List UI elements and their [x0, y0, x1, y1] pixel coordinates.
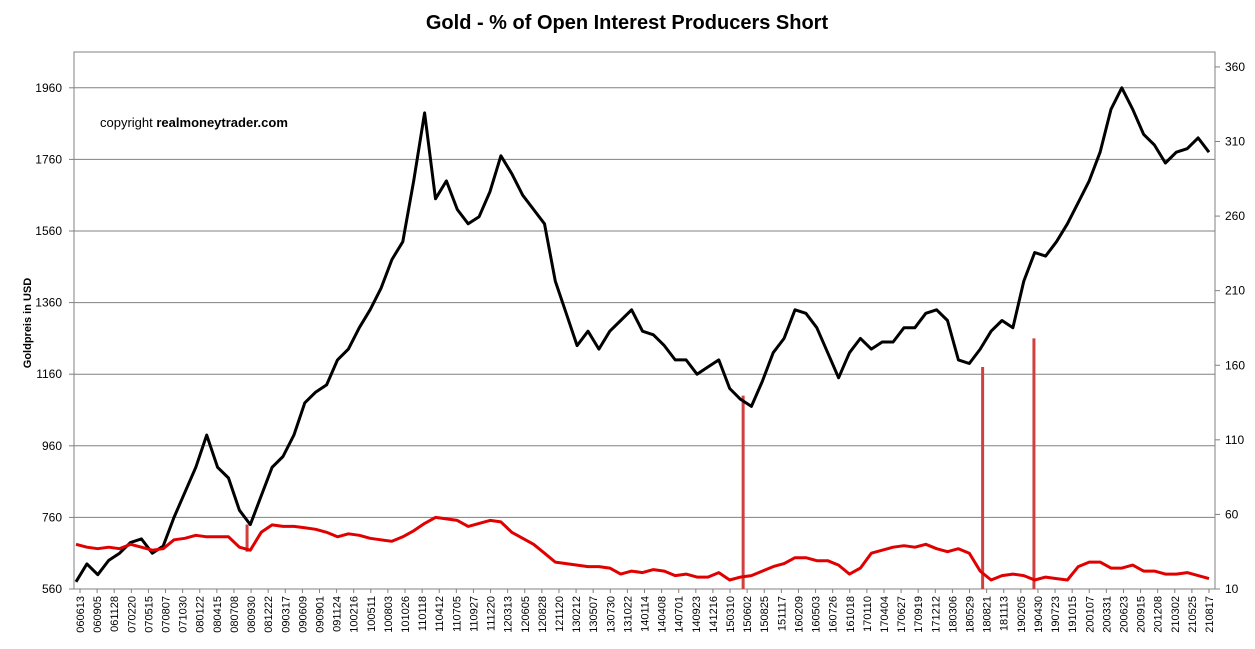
x-tick-label: 140408 — [657, 596, 669, 633]
x-tick-label: 091124 — [332, 596, 344, 632]
x-tick-label: 110927 — [468, 596, 480, 632]
x-tick-label: 151117 — [776, 596, 788, 631]
x-tick-label: 070220 — [126, 596, 138, 633]
x-tick-label: 110118 — [417, 596, 429, 631]
x-tick-label: 100511 — [366, 596, 378, 632]
x-tick-label: 140701 — [674, 596, 686, 633]
x-tick-label: 210525 — [1187, 596, 1199, 633]
x-tick-label: 210817 — [1204, 596, 1216, 633]
x-tick-label: 111220 — [486, 596, 498, 631]
y-left-tick-label: 1160 — [36, 367, 62, 381]
x-tick-label: 090609 — [297, 596, 309, 633]
x-tick-label: 130507 — [588, 596, 600, 633]
y-right-tick-label: 110 — [1225, 433, 1244, 447]
x-tick-label: 180529 — [965, 596, 977, 633]
y-axis-label: Goldpreis in USD — [22, 278, 34, 369]
x-tick-label: 090317 — [280, 596, 292, 633]
x-tick-label: 160209 — [793, 596, 805, 633]
x-tick-label: 190430 — [1033, 596, 1045, 633]
x-tick-label: 190205 — [1016, 596, 1028, 633]
y-right-tick-label: 160 — [1225, 358, 1245, 372]
x-tick-label: 131022 — [622, 596, 634, 633]
y-left-tick-label: 1760 — [35, 152, 62, 166]
x-tick-label: 160726 — [828, 596, 840, 633]
x-tick-label: 191015 — [1067, 596, 1079, 633]
x-tick-label: 080415 — [212, 596, 224, 633]
y-right-tick-label: 310 — [1225, 135, 1245, 149]
x-tick-label: 130730 — [605, 596, 617, 633]
y-axis-right: 10 60 110 160 210 260 310 360 — [1215, 60, 1245, 596]
copyright-prefix: copyright — [100, 115, 153, 130]
x-tick-label: 150825 — [759, 596, 771, 633]
vertical-markers — [245, 338, 1036, 589]
x-tick-label: 170110 — [862, 596, 874, 632]
x-tick-label: 190723 — [1050, 596, 1062, 633]
y-axis-left: 560 760 960 1160 1360 1560 1760 1960 — [35, 81, 74, 596]
x-tick-label: 201208 — [1153, 596, 1165, 633]
x-tick-label: 061128 — [109, 596, 121, 632]
y-left-tick-label: 760 — [42, 510, 62, 524]
x-tick-label: 060905 — [92, 596, 104, 633]
y-right-tick-label: 60 — [1225, 507, 1239, 521]
x-tick-label: 070807 — [161, 596, 173, 633]
x-tick-label: 081222 — [263, 596, 275, 633]
x-tick-label: 080708 — [229, 596, 241, 633]
x-tick-label: 100216 — [349, 596, 361, 633]
x-tick-label: 120605 — [520, 596, 532, 633]
producers-short-line — [75, 515, 1210, 582]
x-tick-label: 150310 — [725, 596, 737, 633]
x-tick-label: 101026 — [400, 596, 412, 633]
x-tick-label: 100803 — [383, 596, 395, 633]
x-tick-label: 200623 — [1118, 596, 1130, 633]
x-tick-label: 080122 — [195, 596, 207, 633]
y-left-tick-label: 1560 — [35, 224, 62, 238]
y-right-tick-label: 260 — [1225, 209, 1245, 223]
x-tick-label: 130212 — [571, 596, 583, 633]
copyright-note: copyright realmoneytrader.com — [100, 115, 288, 130]
x-tick-label: 060613 — [75, 596, 87, 633]
x-tick-label: 210302 — [1170, 596, 1182, 633]
x-tick-label: 181113 — [999, 596, 1011, 631]
x-tick-label: 170919 — [913, 596, 925, 633]
x-tick-label: 140114 — [640, 596, 652, 632]
x-tick-label: 110412 — [434, 596, 446, 632]
x-tick-label: 080930 — [246, 596, 258, 633]
x-tick-label: 170627 — [896, 596, 908, 633]
y-right-tick-label: 210 — [1225, 284, 1245, 298]
chart-title: Gold - % of Open Interest Producers Shor… — [426, 12, 829, 34]
plot-frame — [73, 51, 1216, 590]
x-tick-label: 161018 — [845, 596, 857, 633]
x-tick-label: 140923 — [691, 596, 703, 633]
x-tick-label: 070515 — [143, 596, 155, 633]
x-tick-label: 150602 — [742, 596, 754, 633]
x-tick-label: 200915 — [1136, 596, 1148, 633]
x-tick-label: 180821 — [982, 596, 994, 633]
x-tick-label: 200331 — [1101, 596, 1113, 633]
x-tick-label: 120313 — [503, 596, 515, 633]
y-right-tick-label: 10 — [1225, 582, 1239, 596]
gold-price-line — [74, 86, 1211, 583]
x-tick-label: 170404 — [879, 596, 891, 633]
y-left-tick-label: 960 — [42, 439, 62, 453]
x-tick-label: 090901 — [314, 596, 326, 633]
x-tick-label: 180306 — [947, 596, 959, 633]
y-right-tick-label: 360 — [1225, 60, 1245, 74]
x-tick-label: 200107 — [1084, 596, 1096, 633]
x-tick-label: 121120 — [554, 596, 566, 632]
series-lines — [74, 86, 1211, 583]
y-left-tick-label: 1960 — [35, 81, 62, 95]
gridlines — [73, 51, 1216, 590]
x-tick-label: 071030 — [178, 596, 190, 633]
y-left-tick-label: 560 — [42, 582, 62, 596]
x-tick-label: 120828 — [537, 596, 549, 633]
x-tick-label: 110705 — [451, 596, 463, 632]
copyright-site: realmoneytrader.com — [156, 115, 288, 130]
x-axis: 060613 060905 061128 070220 070515 070807 0710… — [75, 589, 1216, 633]
x-tick-label: 160503 — [811, 596, 823, 633]
x-tick-label: 171212 — [930, 596, 942, 633]
x-tick-label: 141216 — [708, 596, 720, 633]
y-left-tick-label: 1360 — [35, 296, 62, 310]
